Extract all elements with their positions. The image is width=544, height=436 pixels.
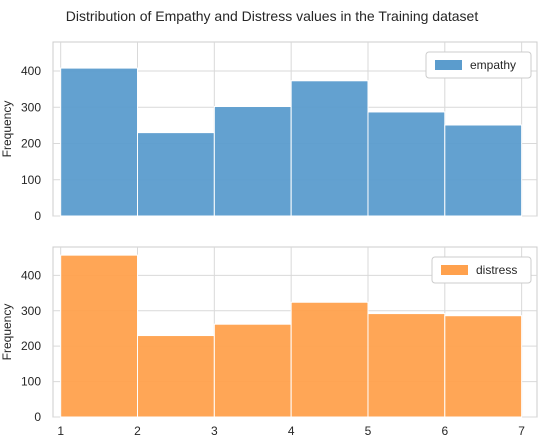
y-axis-label: Frequency [0, 304, 14, 361]
distress-bar [213, 323, 292, 418]
distress-bar [444, 315, 523, 418]
x-tick-label: 7 [518, 424, 525, 436]
distress-bar [290, 301, 369, 418]
y-axis-label: Frequency [0, 101, 14, 158]
empathy-bar [367, 111, 446, 217]
legend-swatch [435, 60, 462, 70]
x-tick-label: 2 [134, 424, 141, 436]
legend-box [425, 51, 532, 79]
y-tick-label: 0 [34, 410, 41, 424]
empathy-bar [213, 106, 292, 217]
x-tick-label: 4 [288, 424, 295, 436]
y-tick-label: 400 [21, 268, 41, 282]
y-tick-label: 100 [21, 173, 41, 187]
legend-box [431, 256, 532, 284]
legend-label: distress [476, 263, 517, 277]
y-tick-label: 200 [21, 137, 41, 151]
x-tick-label: 1 [57, 424, 64, 436]
x-tick-label: 3 [211, 424, 218, 436]
legend-label: empathy [470, 58, 516, 72]
distress-bar [60, 254, 139, 418]
y-tick-label: 400 [21, 64, 41, 78]
x-tick-label: 6 [441, 424, 448, 436]
y-tick-label: 200 [21, 339, 41, 353]
empathy-bar [444, 124, 523, 217]
chart-title: Distribution of Empathy and Distress val… [65, 8, 479, 24]
x-tick-label: 5 [365, 424, 372, 436]
y-tick-label: 100 [21, 375, 41, 389]
y-tick-label: 0 [34, 209, 41, 223]
empathy-bar [290, 80, 369, 217]
y-tick-label: 300 [21, 304, 41, 318]
distress-bar [367, 313, 446, 418]
legend-swatch [441, 265, 468, 275]
distress-bar [137, 335, 215, 418]
y-tick-label: 300 [21, 100, 41, 114]
empathy-bar [60, 67, 139, 217]
empathy-bar [137, 132, 215, 217]
